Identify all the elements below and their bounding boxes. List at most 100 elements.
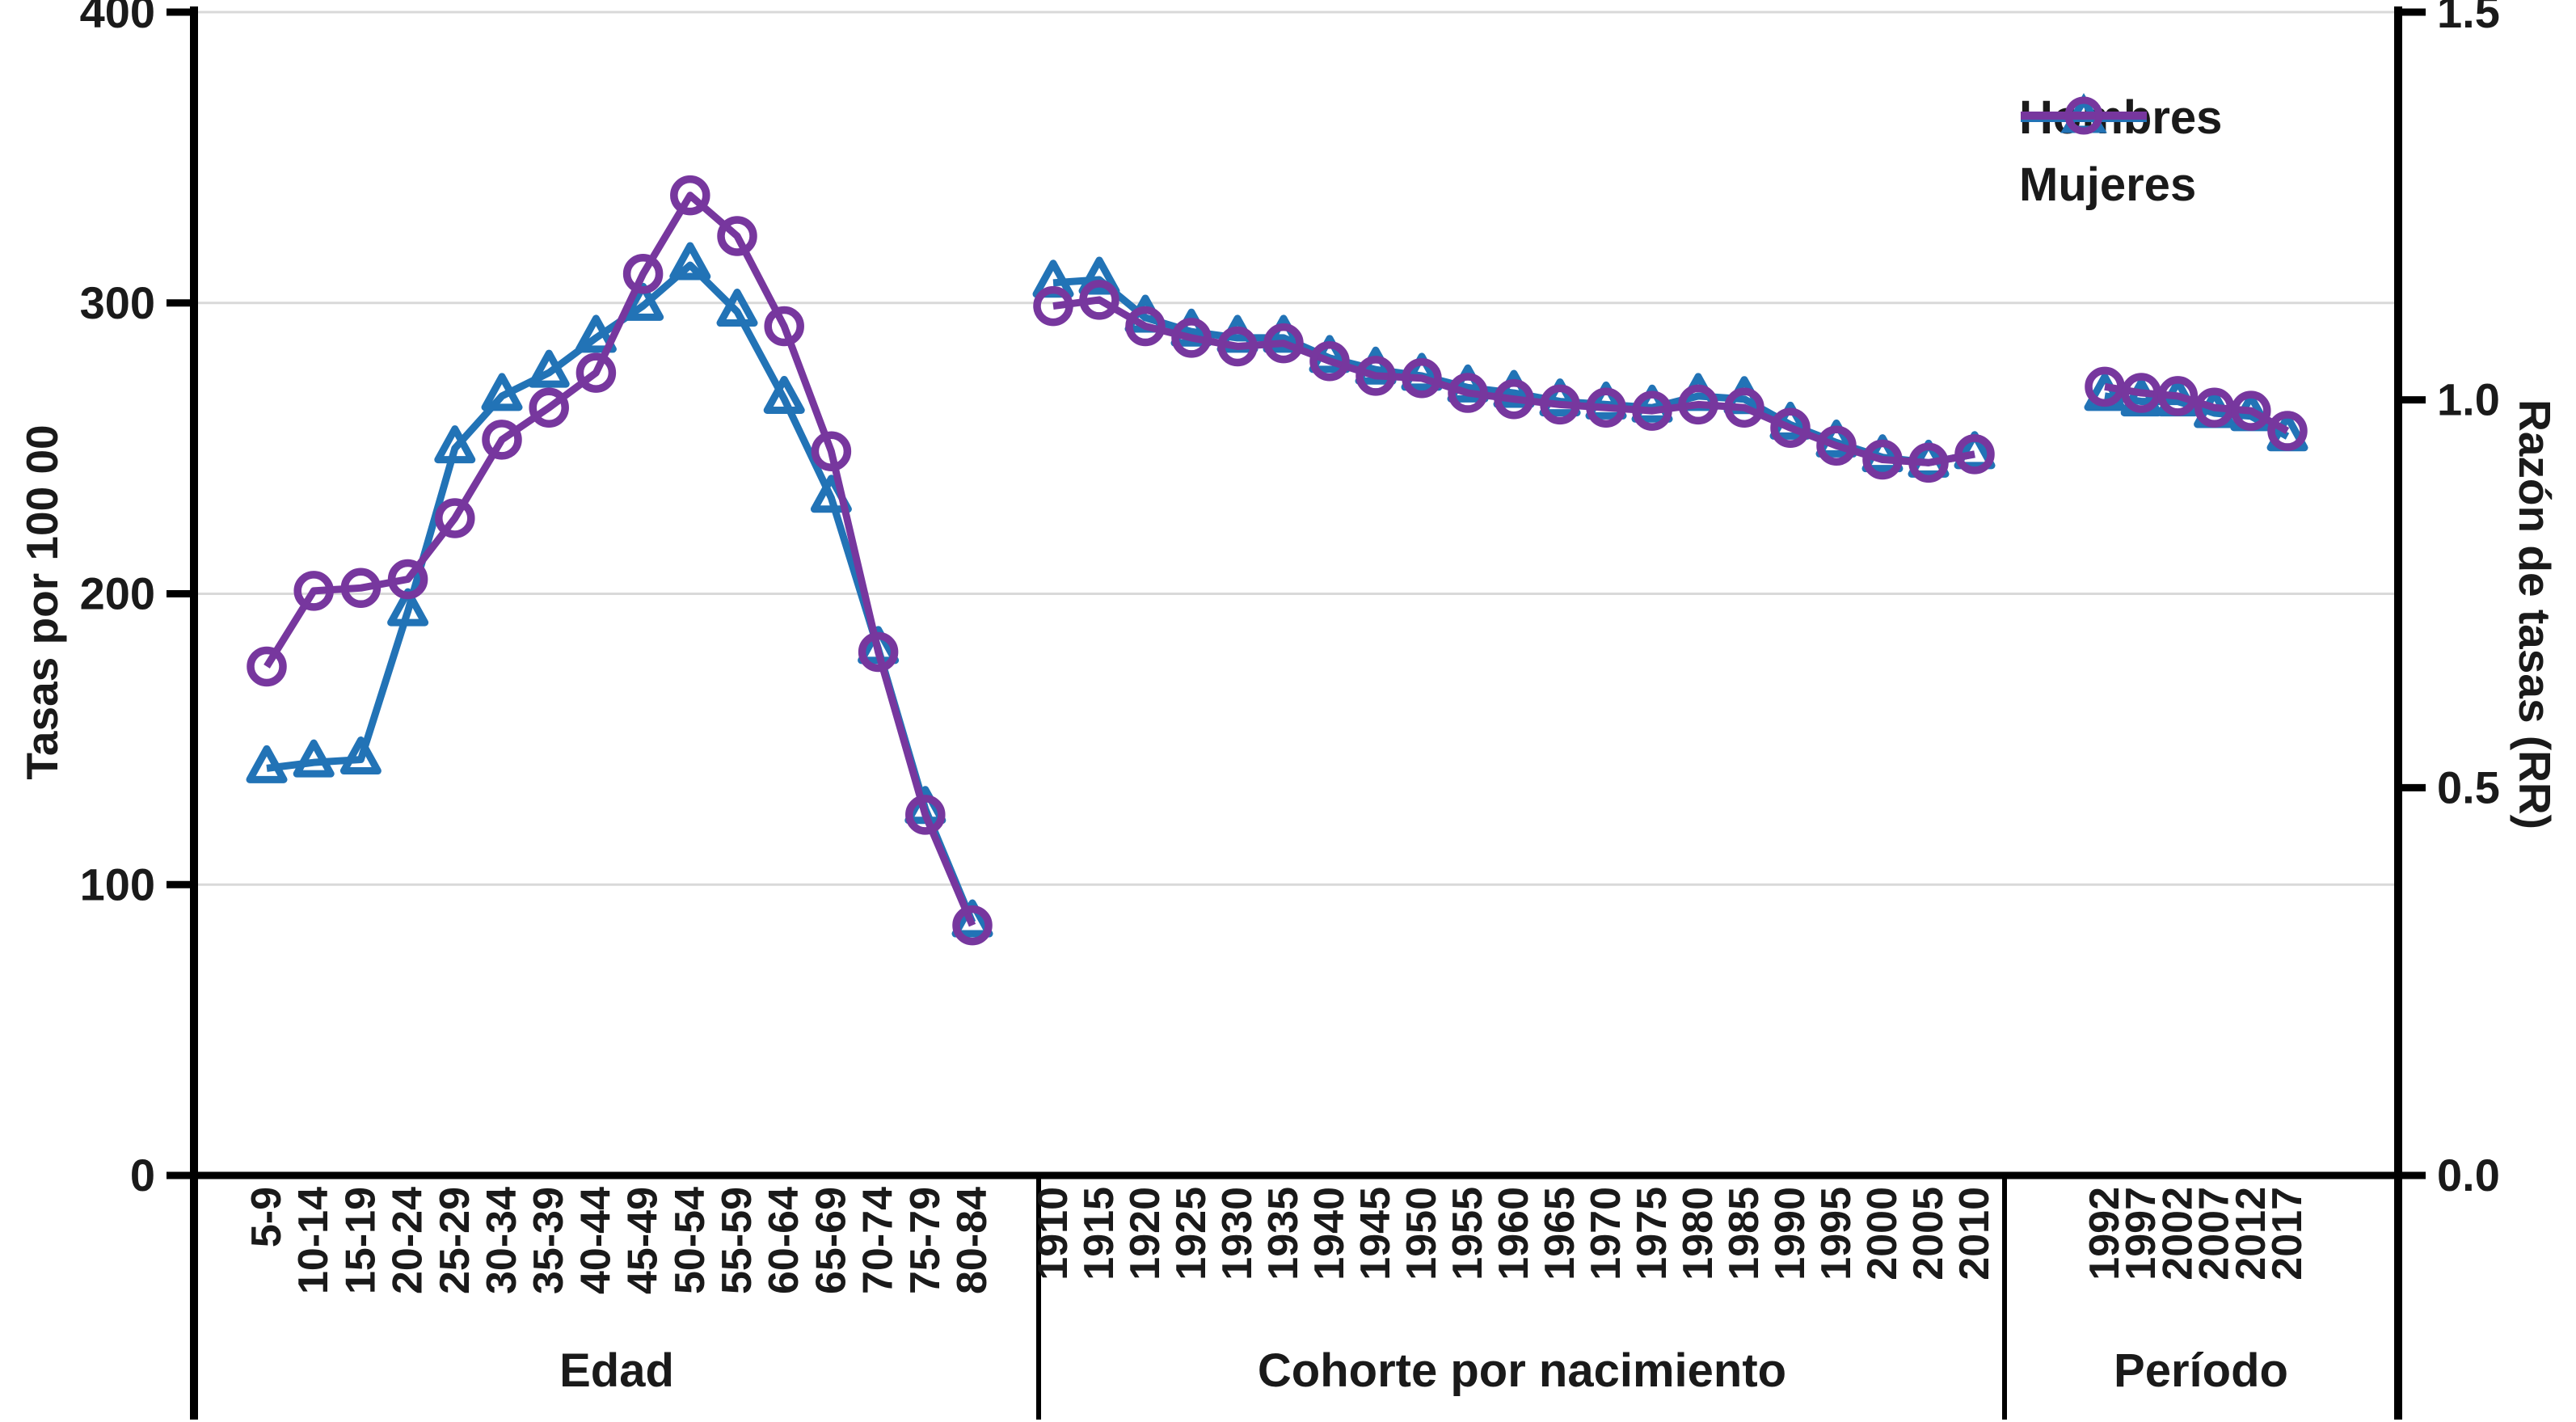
marker-circle [858,631,899,673]
x-tick-label: 1950 [1398,1187,1445,1281]
x-tick-label: 1920 [1122,1187,1169,1281]
x-tick-label: 1935 [1260,1187,1307,1281]
marker-circle [1908,442,1949,483]
marker-circle [622,254,664,294]
marker-circle [2157,376,2199,416]
marker-triangle [575,314,617,353]
x-tick-label: 75-79 [902,1187,949,1294]
marker-triangle [339,736,382,775]
x-tick-label: 1965 [1537,1187,1583,1281]
marker-circle [1355,356,1396,396]
marker-circle [435,498,475,538]
x-tick-label: 60-64 [761,1187,807,1294]
x-tick-label: 30-34 [479,1187,525,1294]
marker-circle [1217,326,1258,367]
marker-circle [1263,323,1304,364]
x-tick-label: 40-44 [572,1187,619,1294]
x-tick-label: 55-59 [714,1187,761,1294]
marker-triangle [293,739,335,778]
x-tick-label: 1992 [2081,1187,2128,1281]
x-tick-label: 1945 [1352,1187,1399,1281]
marker-circle [1724,387,1764,428]
series-line-mujeres [264,192,976,927]
x-tick-label: 1930 [1214,1187,1261,1281]
marker-circle [340,568,382,609]
marker-circle [1402,358,1442,399]
marker-circle [1079,280,1119,320]
marker-circle [2231,390,2271,431]
x-tick-label: 1960 [1490,1187,1537,1281]
marker-circle [1770,407,1811,448]
right-tick-label: 1.0 [2437,374,2500,425]
marker-circle [1678,384,1718,425]
marker-triangle [1078,256,1120,295]
legend-item-mujeres: Mujeres [2019,96,2222,212]
x-tick-label: 2010 [1951,1187,1998,1281]
marker-circle [717,216,757,256]
marker-circle [1033,285,1073,327]
marker-circle [529,387,569,428]
marker-circle [2085,366,2125,407]
marker-circle [1494,378,1534,420]
marker-circle [482,420,522,460]
x-tick-label: 1940 [1306,1187,1353,1281]
left-axis-title: Tasas por 100 00 [17,424,67,780]
x-tick-label: 1997 [2118,1187,2165,1281]
marker-triangle [1585,381,1627,420]
marker-triangle [481,373,523,411]
x-tick-label: 1975 [1629,1187,1676,1281]
marker-circle [905,795,946,835]
section-label-edad: Edad [559,1344,674,1397]
x-tick-label: 1915 [1076,1187,1123,1281]
marker-triangle [1032,260,1074,298]
marker-triangle [951,899,993,938]
x-tick-label: 2000 [1859,1187,1906,1281]
marker-triangle [387,588,429,627]
left-tick-label: 400 [80,0,155,37]
x-tick-label: 70-74 [855,1187,902,1294]
x-tick-label: 2005 [1905,1187,1952,1281]
left-tick-label: 200 [80,568,155,619]
right-tick-label: 0.0 [2437,1150,2500,1200]
marker-circle [1862,439,1903,480]
x-tick-label: 25-29 [432,1187,479,1294]
x-tick-label: 20-24 [385,1187,432,1294]
marker-circle [2267,411,2308,451]
marker-triangle [246,745,288,783]
legend-label-mujeres: Mujeres [2019,158,2197,211]
x-tick-label: 1980 [1675,1187,1722,1281]
x-tick-label: 1995 [1813,1187,1860,1281]
right-axis-title: Razón de tasas (RR) [2510,399,2560,829]
legend: Hombres Mujeres [2019,91,2222,212]
x-tick-label: 15-19 [337,1187,384,1294]
marker-triangle [1539,378,1581,417]
marker-circle [2121,373,2161,413]
marker-circle [1816,425,1857,466]
left-tick-label: 300 [80,277,155,328]
x-tick-label: 1990 [1767,1187,1814,1281]
marker-triangle [1631,384,1673,423]
left-tick-label: 100 [80,859,155,909]
x-tick-label: 2007 [2191,1187,2238,1281]
x-tick-label: 1955 [1444,1187,1491,1281]
marker-circle [764,306,804,347]
x-tick-label: 1910 [1030,1187,1077,1281]
x-tick-label: 2017 [2264,1187,2311,1281]
marker-circle [1448,373,1488,413]
x-tick-label: 35-39 [525,1187,572,1294]
marker-circle [1954,434,1995,475]
section-label-periodo: Período [2114,1344,2288,1397]
marker-triangle [434,425,476,464]
marker-triangle [622,282,664,321]
marker-circle [247,646,287,687]
marker-triangle [669,242,711,281]
marker-circle [811,431,852,471]
x-tick-label: 1970 [1583,1187,1629,1281]
x-tick-label: 65-69 [807,1187,854,1294]
x-tick-label: 5-9 [243,1187,290,1247]
x-tick-label: 1925 [1168,1187,1215,1281]
marker-circle [1171,318,1212,358]
marker-circle [1309,340,1350,382]
